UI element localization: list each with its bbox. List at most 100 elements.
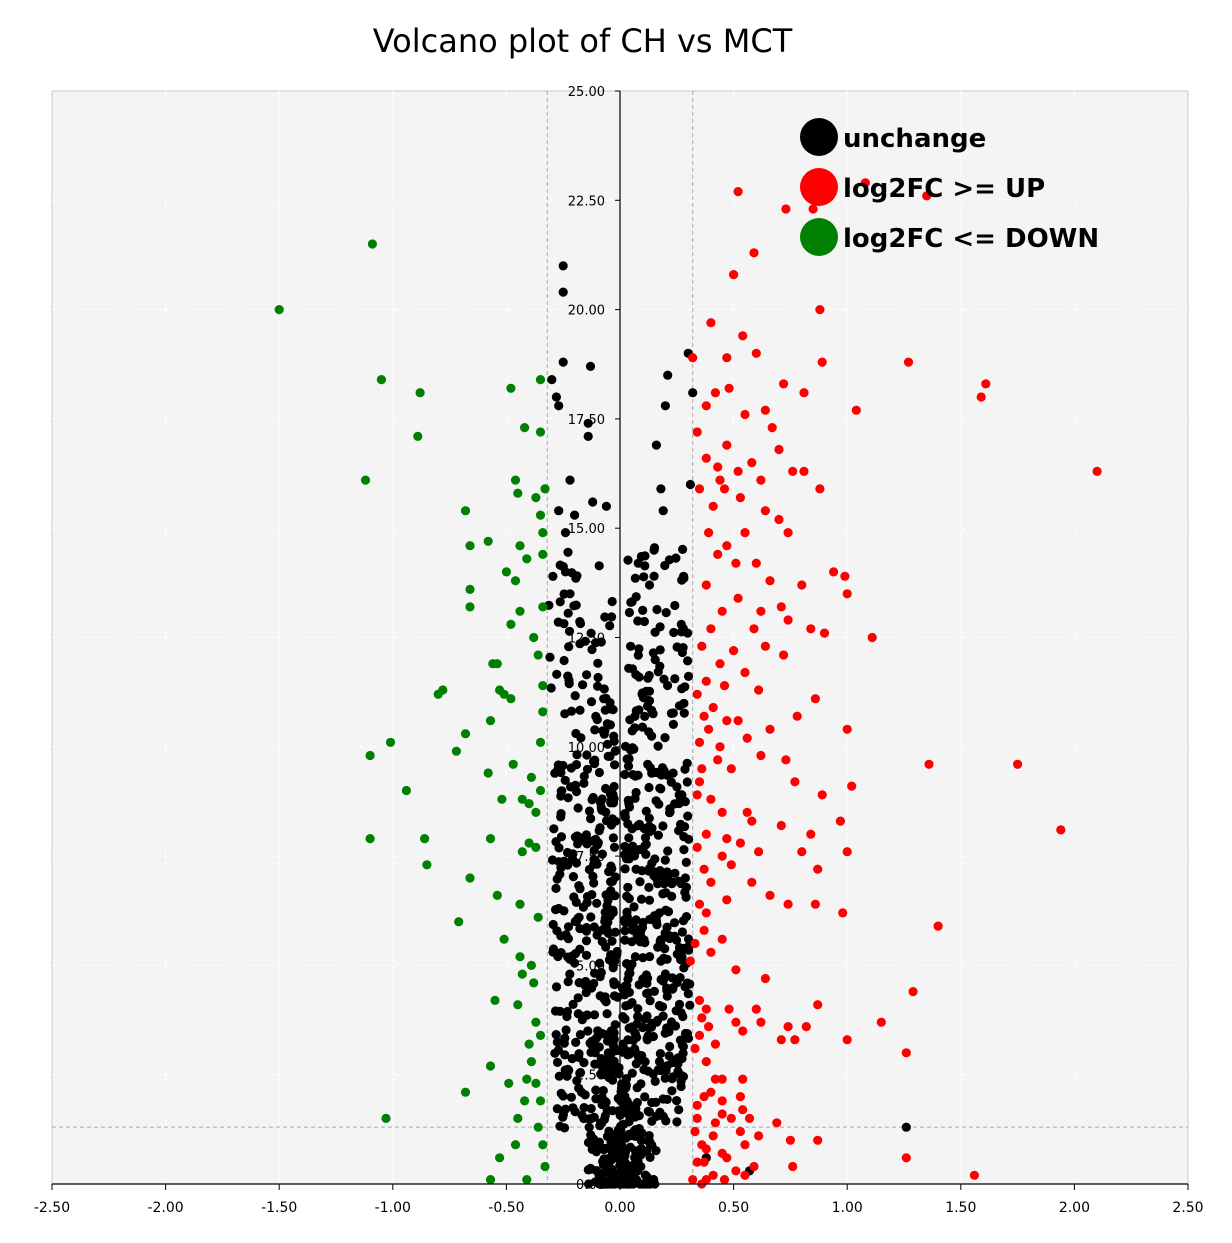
unchange-point — [668, 768, 678, 778]
unchange-point — [649, 867, 659, 877]
unchange-point — [582, 670, 592, 680]
up-point — [901, 1153, 911, 1163]
unchange-point — [641, 849, 651, 860]
unchange-point — [649, 986, 660, 997]
unchange-point — [589, 1010, 600, 1020]
up-point — [717, 934, 727, 944]
unchange-point — [624, 1047, 635, 1057]
unchange-point — [597, 1174, 607, 1184]
up-point — [981, 379, 991, 389]
unchange-point — [599, 1145, 609, 1155]
up-point — [842, 847, 852, 857]
unchange-point — [647, 1018, 657, 1028]
unchange-point — [623, 882, 633, 892]
unchange-point — [586, 912, 596, 922]
unchange-point — [573, 1009, 583, 1019]
unchange-point — [565, 475, 575, 485]
up-point — [1056, 825, 1066, 835]
unchange-point — [607, 1146, 617, 1156]
unchange-point — [677, 1071, 687, 1081]
unchange-point — [603, 928, 614, 939]
up-point — [813, 864, 823, 874]
up-point — [806, 624, 816, 634]
down-point — [485, 1061, 496, 1071]
up-point — [792, 711, 802, 721]
unchange-point — [610, 927, 620, 937]
unchange-point — [554, 843, 564, 853]
legend-item-down[interactable]: log2FC <= DOWN — [800, 218, 1099, 256]
up-point — [701, 453, 711, 463]
unchange-point — [660, 1028, 670, 1038]
up-point — [729, 646, 739, 656]
unchange-point — [642, 988, 652, 999]
unchange-point — [607, 596, 617, 607]
unchange-point — [579, 1058, 589, 1068]
unchange-point — [628, 841, 638, 851]
unchange-point — [581, 835, 591, 845]
up-point — [708, 1131, 718, 1141]
unchange-point — [644, 670, 654, 681]
unchange-point — [584, 1122, 594, 1132]
unchange-point — [683, 656, 693, 666]
unchange-point — [566, 1092, 577, 1102]
unchange-point — [608, 833, 619, 843]
up-point — [699, 1092, 709, 1102]
down-point — [522, 1175, 532, 1185]
up-point — [1013, 759, 1023, 769]
unchange-point — [593, 1026, 603, 1036]
unchange-point — [596, 637, 606, 647]
up-point — [797, 580, 807, 590]
unchange-point — [624, 894, 634, 904]
unchange-point — [566, 782, 576, 792]
up-point — [688, 1175, 698, 1185]
unchange-point — [663, 370, 673, 380]
unchange-point — [672, 1096, 682, 1106]
up-point — [701, 1144, 711, 1154]
unchange-point — [631, 592, 641, 602]
legend-item-up[interactable]: log2FC >= UP — [800, 168, 1045, 206]
up-point — [719, 484, 730, 494]
y-tick-label: 10.00 — [568, 741, 605, 756]
unchange-point — [667, 1086, 677, 1096]
up-point — [726, 764, 736, 774]
unchange-point — [609, 842, 620, 852]
up-point — [694, 995, 705, 1006]
unchange-point — [624, 1117, 634, 1127]
unchange-point — [575, 1030, 586, 1040]
unchange-point — [545, 652, 555, 662]
up-point — [688, 353, 698, 363]
unchange-point — [625, 715, 635, 725]
unchange-point — [671, 553, 681, 563]
x-tick-label: 2.00 — [1059, 1200, 1090, 1216]
unchange-point — [551, 1030, 561, 1040]
up-point — [765, 576, 775, 586]
unchange-point — [665, 808, 675, 818]
unchange-point — [593, 838, 603, 848]
unchange-point — [581, 950, 592, 960]
up-point — [724, 1004, 734, 1014]
up-point — [690, 1126, 700, 1137]
unchange-point — [594, 1042, 604, 1052]
down-point — [381, 1113, 391, 1123]
unchange-point — [581, 987, 591, 998]
y-tick-label: 22.50 — [568, 194, 605, 209]
unchange-point — [660, 855, 670, 865]
up-point — [799, 466, 809, 476]
down-point — [465, 602, 475, 612]
unchange-point — [592, 930, 602, 940]
down-point — [513, 1113, 523, 1123]
unchange-point — [556, 948, 566, 958]
up-point — [729, 270, 739, 280]
legend-item-unchange[interactable]: unchange — [800, 118, 986, 156]
unchange-point — [555, 1121, 565, 1131]
down-point — [465, 584, 475, 595]
unchange-point — [644, 813, 654, 823]
legend[interactable]: unchange log2FC >= UP log2FC <= DOWN — [800, 118, 1099, 256]
unchange-point — [546, 683, 556, 693]
down-point — [526, 1057, 537, 1067]
unchange-point — [673, 1059, 683, 1069]
unchange-point — [555, 560, 565, 570]
up-point — [701, 908, 711, 918]
up-point — [740, 1170, 750, 1180]
unchange-point — [635, 877, 645, 887]
